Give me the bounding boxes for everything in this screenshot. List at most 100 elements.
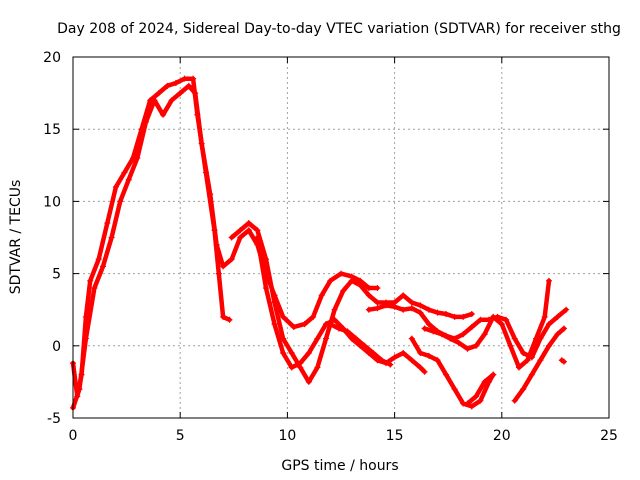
data-point (417, 309, 424, 316)
data-point (327, 277, 334, 284)
data-point (443, 371, 450, 378)
data-point (563, 306, 570, 313)
data-point (464, 400, 471, 407)
data-point (280, 350, 287, 357)
data-point (327, 321, 334, 328)
data-point (545, 321, 552, 328)
data-point (361, 342, 368, 349)
data-point (305, 350, 312, 357)
data-point (168, 97, 175, 104)
series-line (70, 83, 380, 411)
data-point (151, 97, 158, 104)
data-point (417, 350, 424, 357)
data-point (374, 285, 381, 292)
series-track-7 (421, 277, 552, 371)
data-point (108, 234, 115, 241)
data-point (417, 302, 424, 309)
data-point (520, 350, 527, 357)
data-point (160, 111, 167, 118)
data-point (447, 335, 454, 342)
data-point (198, 140, 205, 147)
data-point (245, 227, 252, 234)
data-point (82, 335, 89, 342)
series-track-10 (511, 325, 567, 404)
series-track-2 (70, 82, 381, 411)
data-point (228, 234, 235, 241)
data-point (155, 90, 162, 97)
data-point (335, 325, 342, 332)
data-point (357, 282, 364, 289)
y-tick-label: 20 (43, 50, 61, 66)
data-point (430, 328, 437, 335)
data-point (400, 350, 407, 357)
data-point (121, 169, 128, 176)
data-point (338, 270, 344, 277)
data-point (288, 350, 295, 357)
data-point (507, 342, 514, 349)
x-tick-label: 5 (176, 428, 185, 444)
data-point (125, 176, 132, 183)
data-point (421, 368, 428, 375)
series-track-1 (70, 75, 233, 400)
data-point (455, 339, 462, 346)
data-point (237, 227, 244, 234)
series-line (422, 278, 552, 370)
data-point (545, 277, 552, 284)
data-point (425, 306, 432, 313)
data-point (554, 313, 561, 320)
x-tick-label: 25 (600, 428, 618, 444)
data-point (560, 325, 567, 332)
series-track-9 (464, 371, 497, 407)
data-point (344, 328, 351, 335)
series-line (255, 235, 427, 375)
data-point (370, 350, 377, 357)
grid (73, 57, 609, 418)
data-point (460, 313, 467, 320)
data-point (434, 357, 441, 364)
series-track-11 (558, 357, 567, 365)
data-point (451, 386, 458, 393)
y-tick-label: 15 (43, 122, 61, 138)
data-point (434, 309, 441, 316)
data-point (190, 75, 197, 82)
data-point (374, 305, 381, 312)
data-point (421, 325, 428, 332)
data-point (408, 299, 415, 306)
data-point (76, 386, 83, 393)
y-axis-label: SDTVAR / TECUs (8, 180, 24, 295)
series-track-5 (327, 321, 394, 368)
data-point (220, 263, 227, 270)
data-point (100, 263, 107, 270)
data-point (365, 285, 372, 292)
data-point (117, 198, 124, 205)
data-point (305, 378, 312, 385)
data-point (490, 371, 497, 378)
y-tick-label: -5 (47, 411, 61, 427)
data-point (417, 364, 424, 371)
y-tick-label: 5 (52, 267, 61, 283)
data-point (520, 386, 527, 393)
data-point (554, 331, 561, 338)
data-point (262, 256, 269, 263)
data-point (408, 335, 415, 342)
data-point (142, 118, 149, 125)
data-point (438, 331, 445, 338)
data-point (408, 305, 415, 312)
data-point (254, 234, 261, 241)
data-point (226, 316, 233, 323)
data-point (451, 313, 458, 320)
data-point (528, 371, 535, 378)
data-point (318, 292, 325, 299)
data-point (511, 335, 518, 342)
data-point (365, 306, 372, 313)
data-point (322, 335, 329, 342)
data-point (425, 352, 432, 359)
data-point (245, 220, 252, 227)
data-point (425, 321, 432, 328)
data-point (314, 364, 321, 371)
data-point (365, 292, 372, 299)
data-point (348, 277, 355, 284)
data-point (533, 335, 540, 342)
series-line (465, 372, 496, 406)
